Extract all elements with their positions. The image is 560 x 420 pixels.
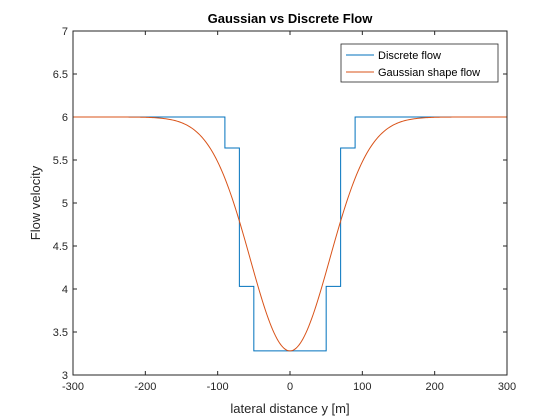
y-tick-label: 6 xyxy=(62,112,68,124)
series-line-gaussian-shape-flow xyxy=(73,116,507,352)
legend-label-discrete-flow: Discrete flow xyxy=(378,50,441,62)
x-tick-label: 100 xyxy=(353,381,371,393)
series-layer xyxy=(73,116,507,352)
legend-box xyxy=(340,43,499,83)
x-axis-label: lateral distance y [m] xyxy=(230,401,349,416)
x-tick-label: -100 xyxy=(207,381,229,393)
plot-background xyxy=(73,31,507,375)
legend-label-gaussian-shape-flow: Gaussian shape flow xyxy=(378,67,480,79)
plot-frame xyxy=(72,30,508,376)
y-tick-label: 3.5 xyxy=(53,327,68,339)
x-tick-label: 200 xyxy=(425,381,443,393)
legend: Discrete flow Gaussian shape flow xyxy=(340,43,499,83)
y-tick-label: 5.5 xyxy=(53,155,68,167)
x-tick-label: 0 xyxy=(287,381,293,393)
x-tick-label: -200 xyxy=(134,381,156,393)
chart-title: Gaussian vs Discrete Flow xyxy=(208,11,374,26)
y-tick-label: 6.5 xyxy=(53,69,68,81)
y-tick-label: 5 xyxy=(62,198,68,210)
x-tick-label: 300 xyxy=(498,381,516,393)
y-tick-label: 3 xyxy=(62,370,68,382)
y-tick-label: 4 xyxy=(62,284,68,296)
x-tick-label: -300 xyxy=(62,381,84,393)
y-tick-label: 7 xyxy=(62,26,68,38)
y-axis-label: Flow velocity xyxy=(28,165,43,240)
ticks-layer: -300 -200 -100 0 100 200 300 3 3.5 4 4.5 5 5.5 6 6.5 7 xyxy=(53,26,516,393)
y-tick-label: 4.5 xyxy=(53,241,68,253)
